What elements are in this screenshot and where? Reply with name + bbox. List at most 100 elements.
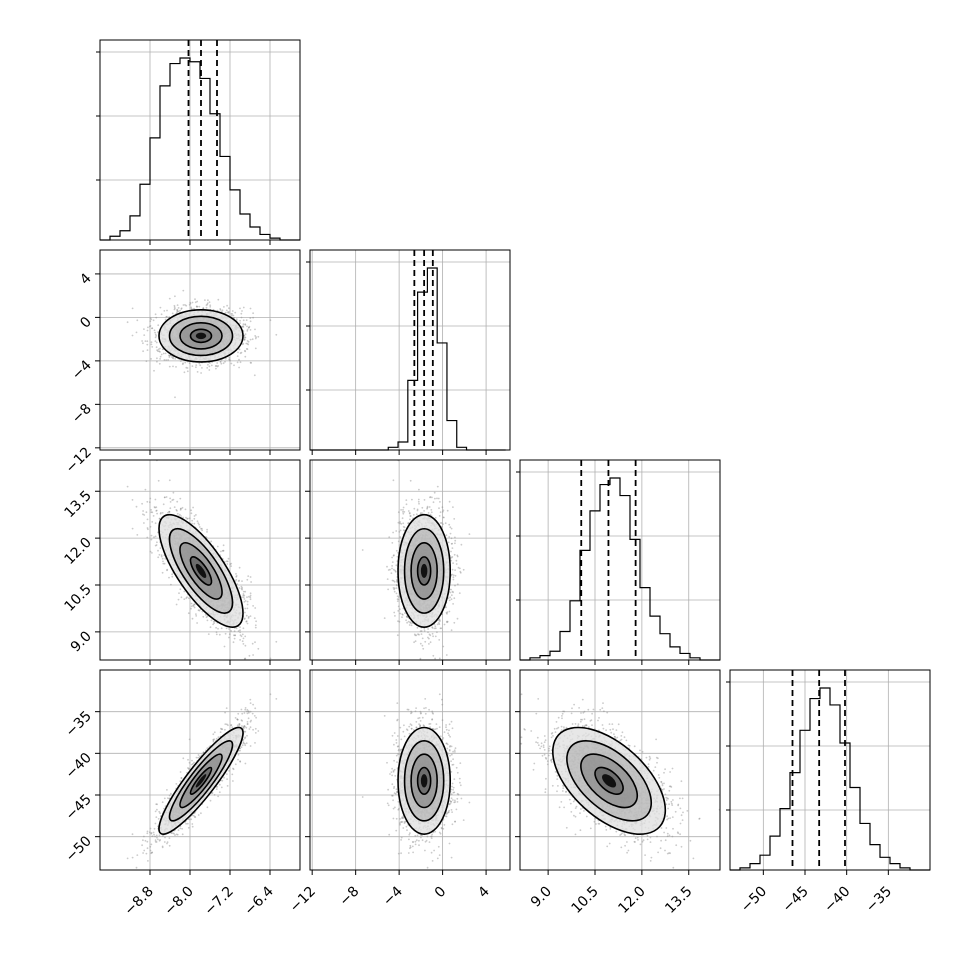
sample-point [450, 527, 453, 530]
sample-point [193, 517, 196, 520]
sample-point [453, 518, 456, 520]
sample-point [186, 517, 189, 520]
sample-point [230, 562, 233, 565]
sample-point [180, 308, 183, 310]
sample-point [226, 311, 229, 314]
sample-point [153, 329, 156, 332]
sample-point [159, 355, 162, 358]
sample-point [239, 626, 241, 629]
sample-point [188, 303, 191, 306]
sample-point [234, 580, 237, 582]
sample-point [154, 506, 157, 509]
sample-point [167, 511, 169, 514]
contour-line-3 [158, 308, 244, 363]
sample-point [206, 302, 209, 305]
sample-point [174, 307, 176, 310]
sample-point [212, 620, 215, 623]
sample-point [162, 560, 164, 563]
sample-point [169, 497, 172, 500]
sample-point [235, 573, 237, 575]
sample-point [149, 525, 152, 528]
sample-point [442, 523, 444, 526]
sample-point [156, 349, 159, 352]
sample-point [131, 527, 134, 530]
sample-point [224, 360, 226, 363]
sample-point [190, 509, 193, 512]
sample-point [182, 362, 185, 365]
sample-point [155, 316, 158, 319]
sample-point [233, 634, 235, 637]
sample-point [141, 340, 144, 342]
sample-point [157, 479, 160, 482]
sample-point [173, 306, 176, 308]
sample-point [159, 358, 162, 360]
sample-point [126, 485, 129, 488]
sample-point [179, 588, 182, 591]
sample-point [176, 512, 179, 515]
sample-point [244, 333, 247, 335]
sample-point [243, 334, 246, 337]
sample-point [428, 633, 431, 636]
sample-point [183, 590, 186, 593]
sample-point [212, 623, 215, 626]
sample-point [249, 329, 252, 331]
sample-point [131, 334, 134, 337]
sample-point [410, 624, 413, 627]
sample-point [163, 496, 166, 499]
sample-point [235, 627, 238, 630]
sample-point [151, 327, 153, 330]
sample-point [161, 512, 164, 514]
sample-point [246, 330, 249, 332]
sample-point [401, 613, 404, 615]
sample-point [172, 498, 175, 501]
sample-point [207, 363, 209, 366]
sample-point [249, 338, 252, 341]
sample-point [156, 357, 158, 360]
sample-point [148, 501, 151, 504]
sample-point [226, 560, 229, 563]
sample-point [161, 571, 164, 574]
sample-point [150, 534, 153, 537]
sample-point [149, 497, 152, 500]
sample-point [188, 517, 191, 520]
sample-point [173, 308, 176, 311]
sample-point [247, 616, 250, 618]
sample-point [154, 498, 157, 501]
sample-point [249, 598, 252, 601]
sample-point [166, 569, 168, 572]
sample-point [186, 367, 189, 369]
sample-point [189, 301, 192, 304]
sample-point [188, 362, 191, 365]
sample-point [153, 536, 155, 538]
sample-point [157, 549, 159, 552]
sample-point [184, 508, 187, 511]
sample-point [236, 355, 239, 357]
sample-point [251, 642, 254, 645]
sample-point [135, 505, 138, 508]
sample-point [251, 338, 254, 341]
sample-point [190, 602, 193, 605]
sample-point [191, 301, 194, 304]
sample-point [239, 322, 242, 324]
sample-point [157, 324, 160, 327]
sample-point [244, 323, 247, 326]
sample-point [158, 553, 161, 556]
sample-point [239, 629, 241, 632]
sample-point [395, 530, 398, 532]
sample-point [195, 615, 198, 617]
sample-point [241, 326, 244, 328]
sample-point [152, 319, 155, 322]
sample-point [448, 500, 451, 503]
sample-point [449, 591, 452, 594]
sample-point [186, 370, 189, 373]
sample-point [198, 362, 201, 365]
sample-point [208, 369, 211, 371]
sample-point [235, 578, 238, 581]
sample-point [198, 305, 201, 308]
sample-point [228, 358, 231, 361]
sample-point [248, 326, 250, 329]
sample-point [196, 520, 199, 523]
sample-point [206, 531, 208, 533]
sample-point [157, 556, 160, 559]
sample-point [227, 312, 230, 314]
